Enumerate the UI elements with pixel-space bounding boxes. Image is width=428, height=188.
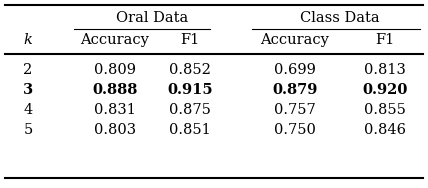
Text: Class Data: Class Data: [300, 11, 380, 25]
Text: 2: 2: [24, 63, 33, 77]
Text: 0.875: 0.875: [169, 103, 211, 117]
Text: 4: 4: [24, 103, 33, 117]
Text: 0.852: 0.852: [169, 63, 211, 77]
Text: F1: F1: [375, 33, 395, 47]
Text: 0.879: 0.879: [272, 83, 318, 97]
Text: k: k: [24, 33, 33, 47]
Text: Oral Data: Oral Data: [116, 11, 189, 25]
Text: 0.750: 0.750: [274, 123, 316, 137]
Text: 5: 5: [24, 123, 33, 137]
Text: 0.831: 0.831: [94, 103, 136, 117]
Text: 0.846: 0.846: [364, 123, 406, 137]
Text: 0.851: 0.851: [169, 123, 211, 137]
Text: 0.757: 0.757: [274, 103, 316, 117]
Text: F1: F1: [180, 33, 199, 47]
Text: 0.915: 0.915: [167, 83, 213, 97]
Text: 3: 3: [23, 83, 33, 97]
Text: 0.855: 0.855: [364, 103, 406, 117]
Text: Accuracy: Accuracy: [261, 33, 330, 47]
Text: 0.699: 0.699: [274, 63, 316, 77]
Text: 0.803: 0.803: [94, 123, 136, 137]
Text: 0.809: 0.809: [94, 63, 136, 77]
Text: Accuracy: Accuracy: [80, 33, 149, 47]
Text: 0.813: 0.813: [364, 63, 406, 77]
Text: 0.920: 0.920: [363, 83, 408, 97]
Text: 0.888: 0.888: [92, 83, 138, 97]
